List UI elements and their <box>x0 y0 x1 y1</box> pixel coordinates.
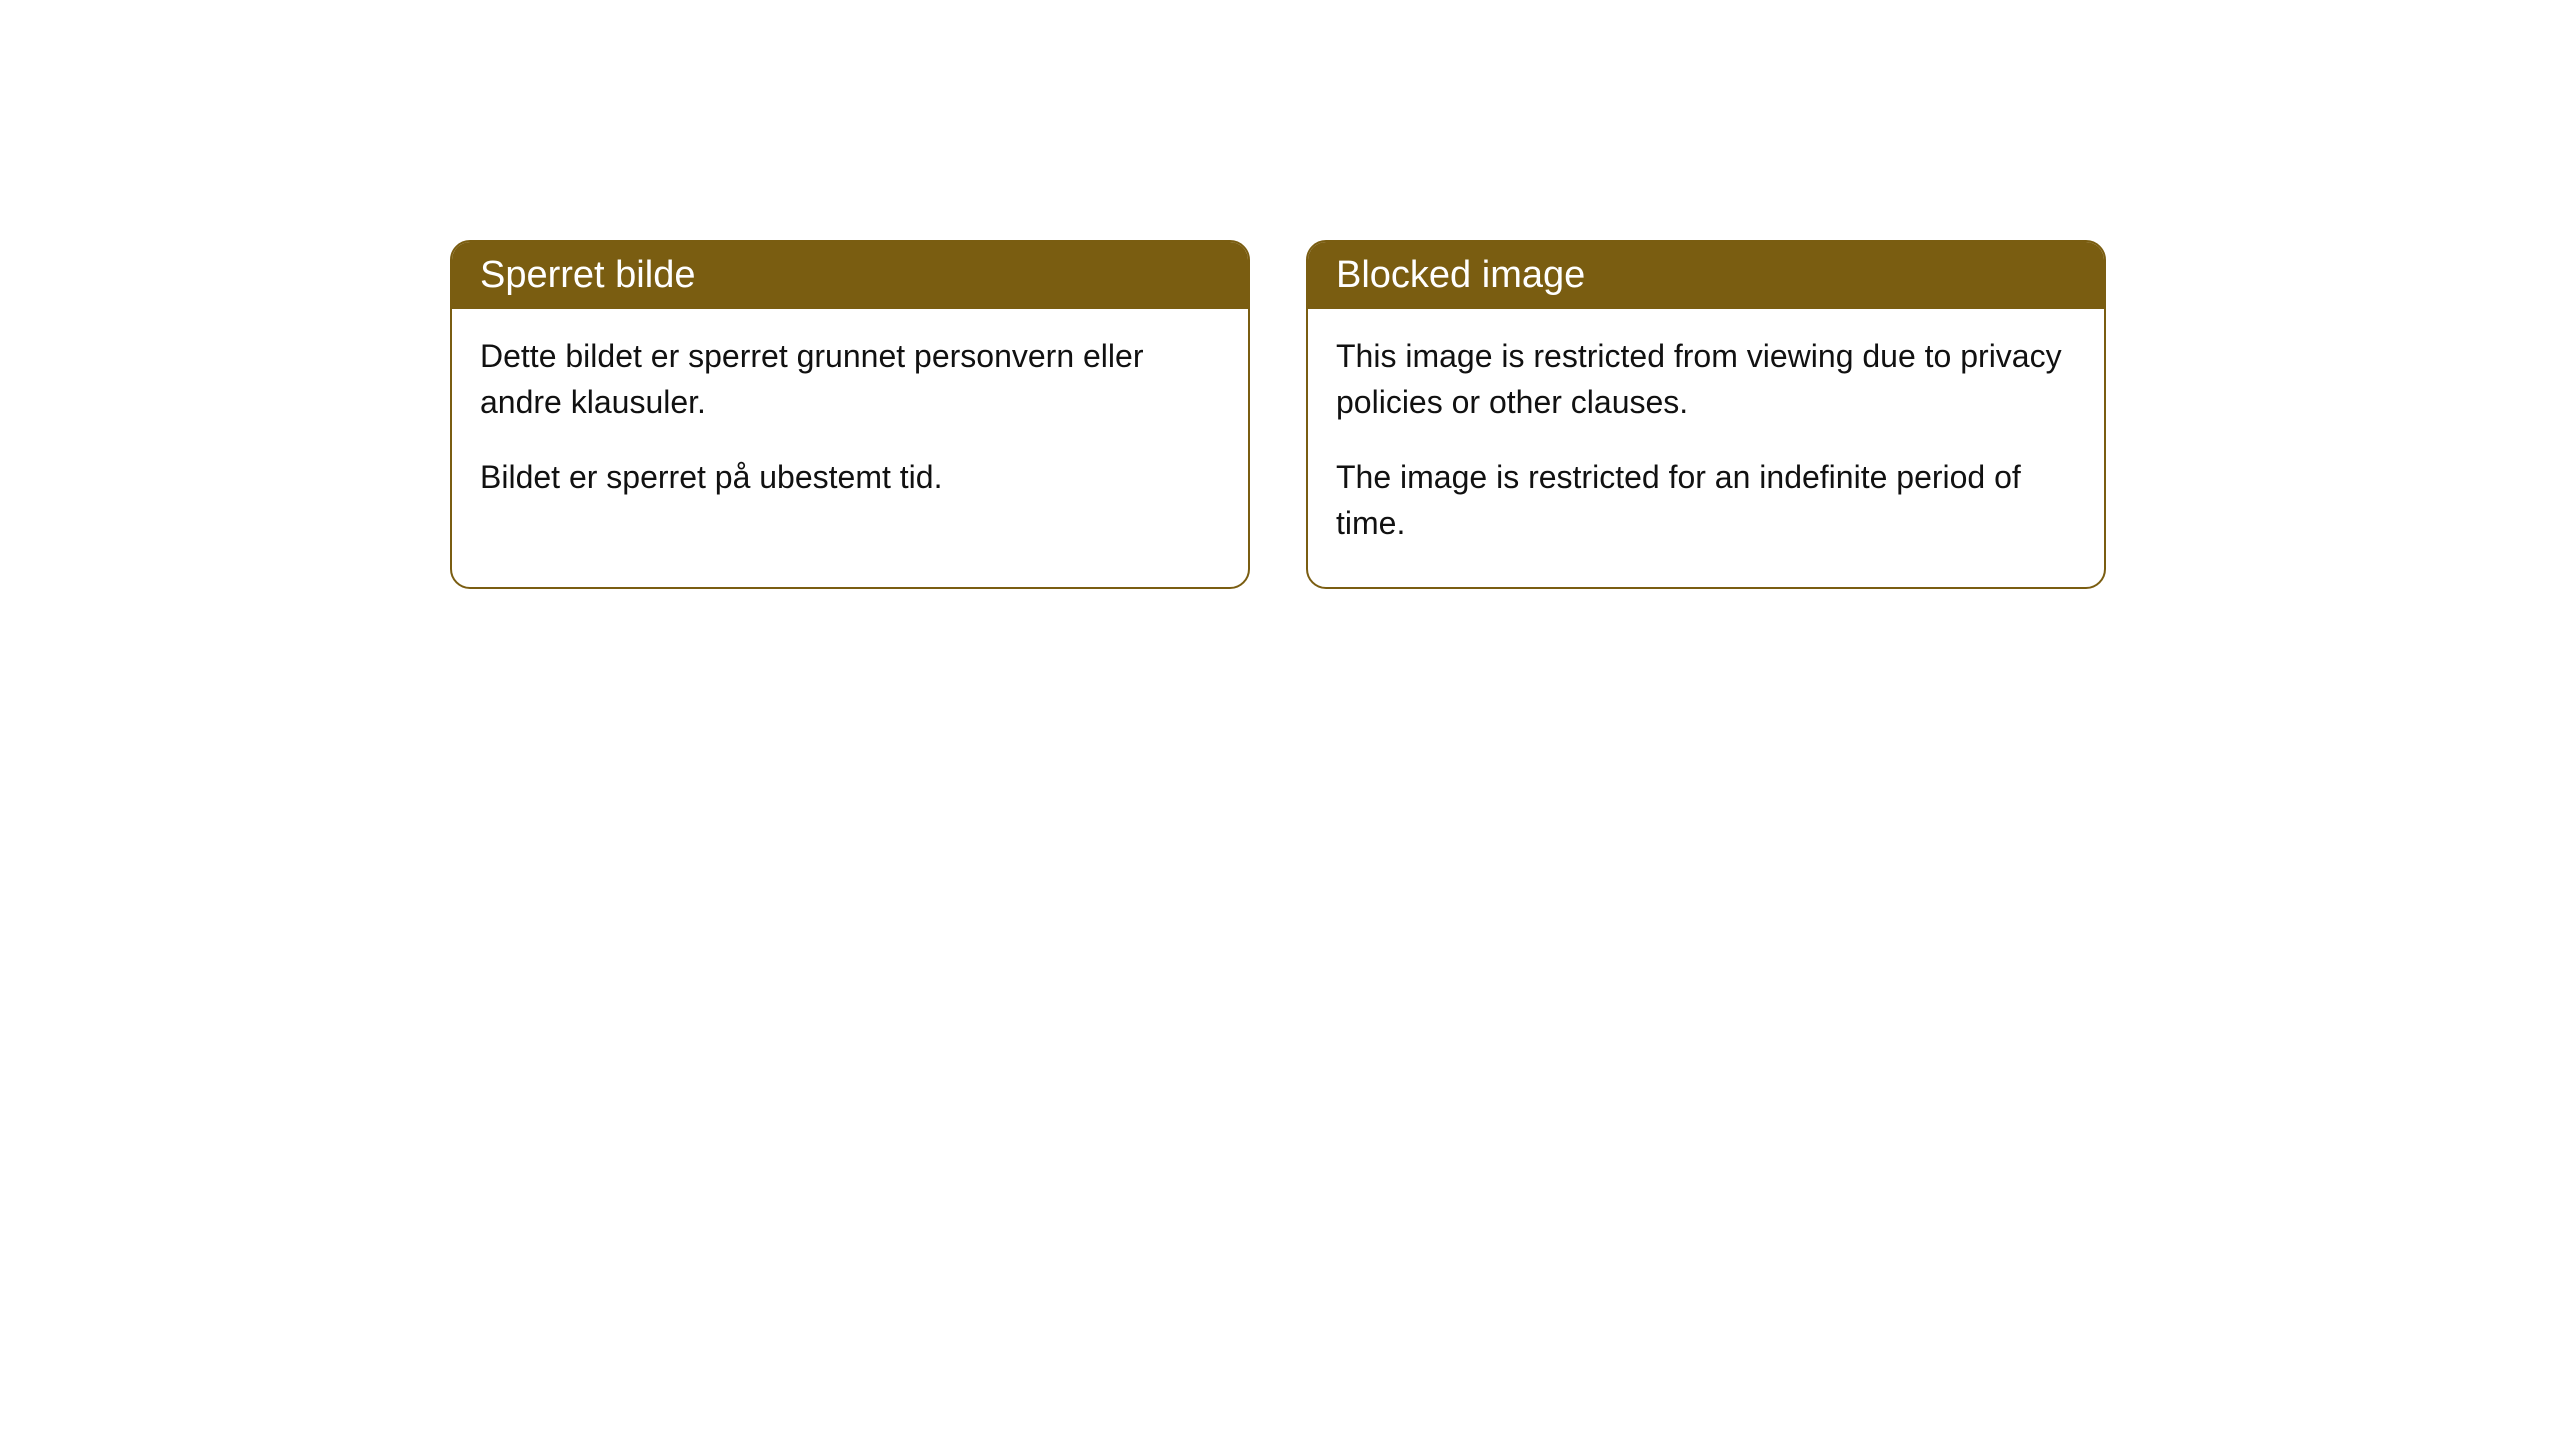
card-paragraph-1: Dette bildet er sperret grunnet personve… <box>480 333 1220 426</box>
cards-container: Sperret bilde Dette bildet er sperret gr… <box>450 240 2110 589</box>
card-body: Dette bildet er sperret grunnet personve… <box>452 309 1248 540</box>
card-paragraph-2: Bildet er sperret på ubestemt tid. <box>480 454 1220 500</box>
blocked-image-card-norwegian: Sperret bilde Dette bildet er sperret gr… <box>450 240 1250 589</box>
card-paragraph-1: This image is restricted from viewing du… <box>1336 333 2076 426</box>
card-paragraph-2: The image is restricted for an indefinit… <box>1336 454 2076 547</box>
card-header: Blocked image <box>1308 242 2104 309</box>
blocked-image-card-english: Blocked image This image is restricted f… <box>1306 240 2106 589</box>
card-body: This image is restricted from viewing du… <box>1308 309 2104 587</box>
card-header: Sperret bilde <box>452 242 1248 309</box>
card-title: Blocked image <box>1336 254 1585 296</box>
card-title: Sperret bilde <box>480 254 695 296</box>
